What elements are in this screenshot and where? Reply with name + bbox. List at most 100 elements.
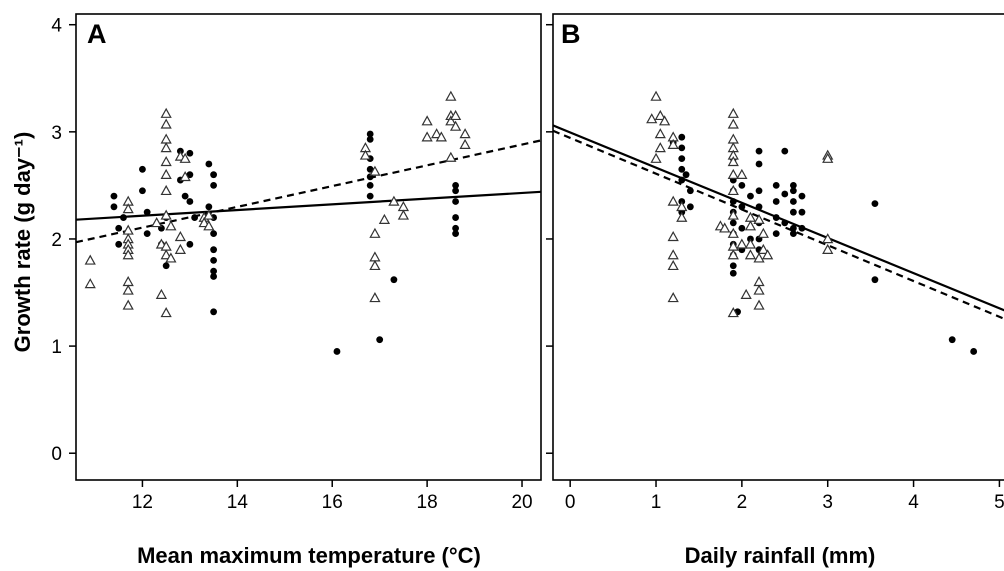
panel-a-triangle-point	[84, 278, 96, 289]
panel-b-triangle-point	[654, 128, 666, 139]
panel-b-triangle-point	[727, 168, 739, 179]
panel-a-circle-point	[110, 203, 118, 211]
panel-a-triangle-point	[179, 152, 191, 163]
panel-b-circle-point	[789, 187, 797, 195]
panel-a-x-tick-label: 18	[417, 492, 438, 513]
panel-a-triangle-point	[160, 142, 172, 153]
panel-b-triangle-point	[753, 275, 765, 287]
panel-a-x-tick-label: 16	[322, 492, 343, 513]
panel-a-circle-point	[115, 224, 123, 232]
panel-a-y-tick-label: 3	[51, 123, 62, 144]
panel-a-triangle-point	[122, 299, 134, 310]
panel-b-circle-point	[729, 262, 737, 270]
panel-b-circle-point	[781, 219, 789, 227]
panel-b-circle-point	[686, 203, 694, 211]
panel-b-points	[646, 90, 978, 355]
panel-a-triangle-point	[445, 90, 457, 101]
panel-a-circle-point	[452, 224, 459, 232]
panel-a-circle-point	[210, 256, 218, 264]
panel-a-circle-point	[143, 230, 151, 238]
panel-a-circle-point	[162, 262, 170, 270]
panel-a-triangle-point	[160, 133, 172, 144]
panel-a-x-tick-label: 12	[132, 492, 153, 513]
panel-a-circle-point	[366, 135, 374, 143]
panel-b-circle-point	[755, 147, 763, 155]
panel-a-triangle-point	[122, 224, 134, 235]
panel-a-triangle-point	[421, 131, 433, 142]
panel-a-triangle-point	[122, 275, 134, 287]
panel-b-circle-point	[871, 200, 879, 208]
panel-b-circle-point	[798, 224, 806, 232]
panel-b-fit-lines	[552, 124, 1004, 320]
panel-a-circle-point	[366, 130, 374, 138]
panel-a-fit-lines	[75, 139, 542, 244]
panel-a-triangle-point	[160, 155, 172, 167]
panel-a-triangle-point	[165, 220, 177, 231]
panel-a-triangle-point	[160, 307, 172, 318]
panel-b-fit-line-dashed	[552, 129, 1004, 320]
panel-b-circle-point	[781, 147, 789, 155]
panel-a-letter: A	[87, 19, 107, 49]
panel-a-circle-point	[366, 165, 374, 173]
panel-b-circle-point	[789, 230, 797, 238]
panel-b-triangle-point	[727, 107, 739, 118]
panel-b-circle-point	[678, 165, 686, 173]
panel-b-triangle-point	[753, 299, 765, 310]
panel-a-fit-line-dashed	[75, 139, 542, 244]
panel-a-triangle-point	[445, 115, 457, 126]
panel-b-triangle-point	[753, 284, 765, 295]
panel-a-circle-point	[366, 182, 374, 189]
panel-a-circle-point	[210, 171, 218, 179]
panel-b-circle-point	[772, 230, 780, 238]
panel-b-triangle-point	[753, 213, 765, 224]
panel-a-circle-point	[452, 187, 459, 195]
panel-b-circle-point	[789, 224, 797, 232]
panel-a-triangle-point	[369, 292, 381, 303]
panel-a-triangle-point	[378, 213, 391, 224]
panel-b-circle-point	[678, 155, 686, 163]
panel-b-circle-point	[738, 203, 746, 211]
panel-b-triangle-point	[736, 238, 748, 249]
panel-a-triangle-point	[84, 254, 96, 265]
panel-a-triangle-point	[449, 109, 462, 121]
panel-b-triangle-point	[650, 90, 662, 101]
panel-b-circle-point	[755, 187, 763, 195]
panel-a-circle-point	[452, 214, 459, 221]
panel-a-circle-point	[186, 240, 194, 248]
panel-a-circle-point	[210, 246, 218, 254]
panel-b-triangle-point	[727, 240, 739, 251]
panel-b-triangle-point	[727, 184, 739, 196]
panel-b-triangle-point	[727, 227, 739, 238]
panel-b-circle-point	[678, 144, 686, 152]
panel-b-triangle-point	[667, 195, 679, 206]
panel-a-triangle-point	[359, 149, 372, 160]
panel-b-triangle-point	[650, 152, 662, 163]
panel-a-circle-point	[205, 160, 213, 168]
panel-a-triangle-point	[179, 170, 191, 182]
panel-b-x-tick-label: 4	[908, 492, 919, 513]
panel-b-circle-point	[970, 348, 978, 355]
panel-b-triangle-point	[753, 252, 765, 263]
panel-a-circle-point	[186, 171, 194, 179]
panel-b-triangle-point	[667, 138, 679, 149]
panel-a-y-tick-label: 4	[51, 16, 62, 37]
panel-b-circle-point	[948, 336, 956, 344]
panel-a-triangle-point	[122, 249, 134, 260]
panel-b-triangle-point	[727, 249, 739, 260]
panel-a-circle-point	[333, 348, 341, 355]
panel-a-circle-point	[110, 192, 118, 200]
panel-b-x-tick-label: 2	[737, 492, 748, 513]
panel-b-triangle-point	[727, 307, 739, 318]
panel-a-circle-point	[210, 230, 218, 238]
panel-b-x-tick-label: 3	[822, 492, 833, 513]
panel-b-circle-point	[798, 192, 806, 200]
panel-a-circle-point	[452, 230, 459, 238]
panel-a-triangle-point	[155, 288, 168, 299]
panel-b-circle-point	[781, 190, 789, 198]
panel-a-triangle-point	[122, 284, 134, 295]
panel-a-triangle-point	[174, 230, 187, 242]
panel-a-triangle-point	[449, 120, 462, 131]
panel-b-triangle-point	[658, 115, 671, 126]
panel-a-triangle-point	[160, 118, 172, 129]
panel-b-triangle-point	[822, 152, 834, 163]
